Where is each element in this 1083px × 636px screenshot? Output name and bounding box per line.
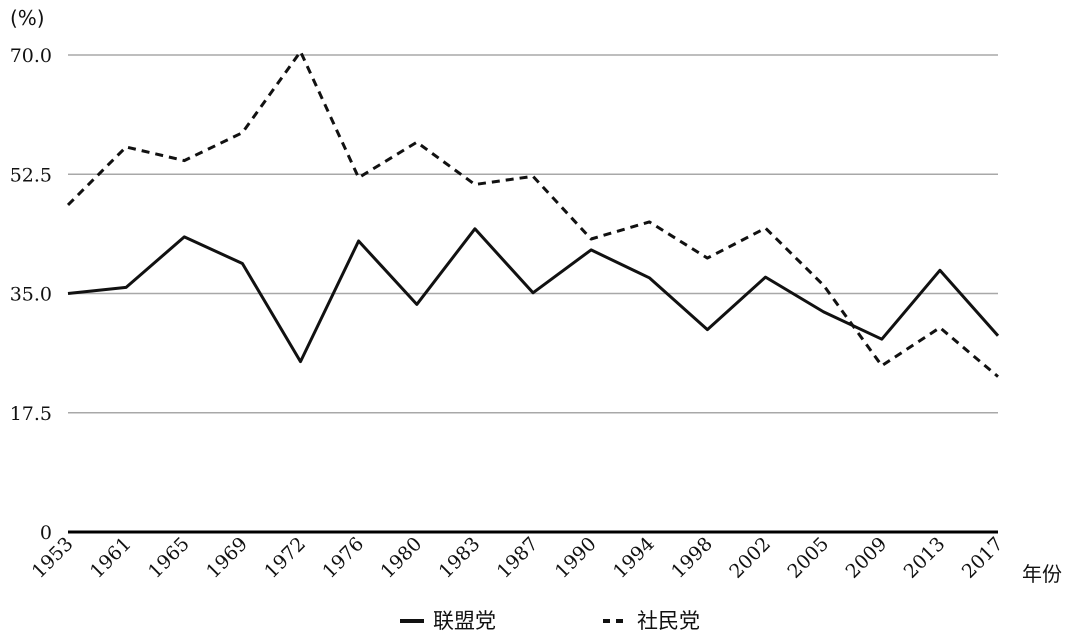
x-tick-label: 2002 — [725, 533, 775, 583]
x-tick-label: 1983 — [435, 533, 485, 583]
y-axis-label: (%) — [10, 6, 45, 30]
x-tick-label: 1980 — [377, 533, 427, 583]
legend-label-0: 联盟党 — [433, 609, 496, 633]
x-tick-label: 1990 — [551, 533, 601, 583]
x-tick-label: 1987 — [493, 533, 543, 583]
x-tick-label: 1965 — [144, 533, 194, 583]
series-line-0 — [67, 227, 1000, 364]
x-tick-label: 2013 — [900, 533, 950, 583]
x-tick-label: 1976 — [318, 533, 368, 583]
legend: 联盟党 社民党 — [400, 609, 700, 633]
x-tick-label: 2009 — [842, 533, 892, 583]
x-tick-label: 1961 — [86, 533, 136, 583]
x-tick-label: 1998 — [667, 533, 717, 583]
gridlines — [68, 54, 998, 414]
legend-label-1: 社民党 — [637, 609, 700, 633]
series-lines — [66, 50, 1000, 378]
series-line-1 — [66, 50, 999, 378]
x-tick-label: 1969 — [202, 533, 252, 583]
y-tick-label: 17.5 — [10, 403, 52, 425]
x-tick-label: 1994 — [609, 533, 659, 583]
x-tick-label: 2017 — [958, 533, 1008, 583]
x-tick-label: 2005 — [783, 533, 833, 583]
x-tick-label: 1972 — [260, 533, 310, 583]
y-tick-label: 52.5 — [10, 164, 52, 186]
y-tick-label: 35.0 — [10, 284, 52, 306]
x-axis-label: 年份 — [1022, 562, 1062, 586]
y-tick-label: 70.0 — [10, 45, 52, 67]
x-tick-label: 1953 — [28, 533, 78, 583]
y-tick-labels: 0 17.5 35.0 52.5 70.0 — [10, 45, 52, 544]
x-tick-labels: 1953 1961 1965 1969 1972 1976 1980 1983 1987 1990… — [28, 533, 1008, 583]
y-tick-label: 0 — [40, 522, 52, 544]
